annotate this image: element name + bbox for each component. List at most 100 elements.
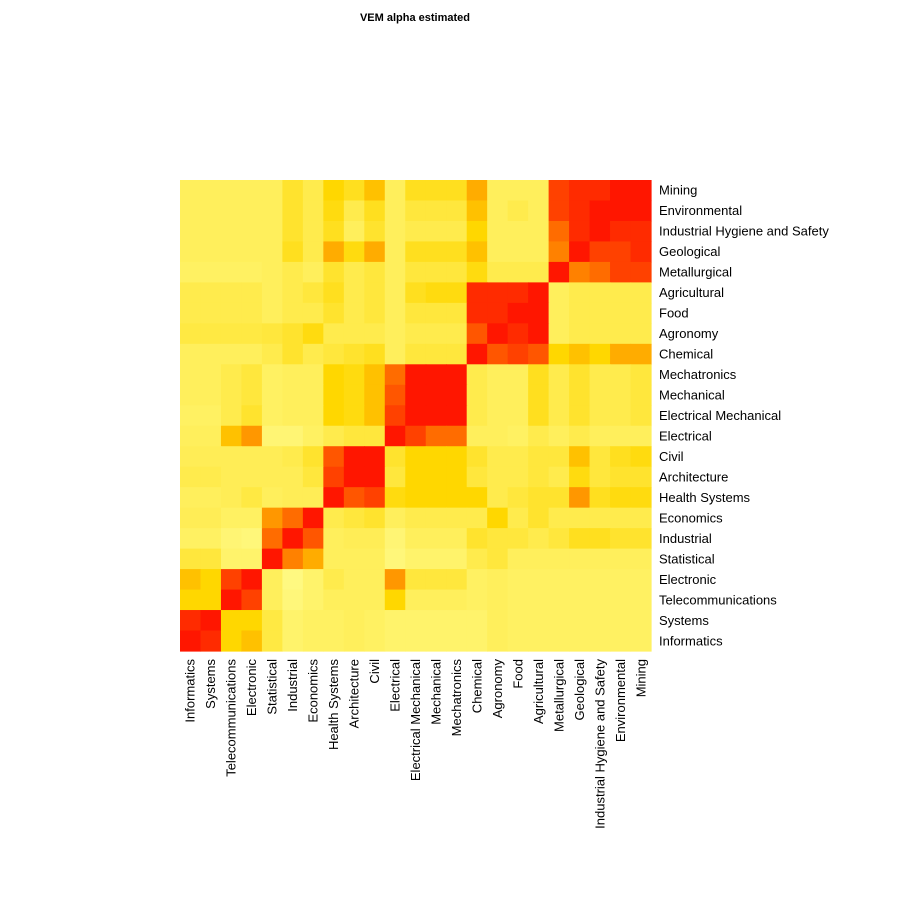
heatmap-cell	[466, 446, 488, 468]
heatmap-cell	[589, 220, 611, 243]
heatmap-cell	[302, 466, 324, 488]
heatmap-cell	[364, 569, 386, 591]
heatmap-cell	[487, 405, 509, 427]
heatmap-cell	[425, 487, 447, 509]
heatmap-cell	[528, 425, 550, 447]
y-tick-label: Industrial Hygiene and Safety	[659, 224, 829, 239]
heatmap-cell	[200, 548, 222, 570]
heatmap-cell	[364, 610, 386, 632]
heatmap-cell	[282, 487, 304, 509]
heatmap-cell	[630, 180, 652, 202]
heatmap-cell	[446, 261, 468, 283]
heatmap-cell	[323, 548, 345, 570]
heatmap-cell	[200, 343, 222, 365]
heatmap-cell	[548, 200, 570, 222]
heatmap-cell	[180, 343, 202, 365]
heatmap-cell	[180, 323, 202, 345]
heatmap-cell	[200, 364, 222, 386]
heatmap-cell	[630, 589, 652, 611]
heatmap-cell	[323, 241, 345, 263]
heatmap-cell	[487, 446, 509, 468]
heatmap-cell	[180, 446, 202, 468]
heatmap-cell	[261, 425, 283, 447]
heatmap-cell	[241, 364, 263, 386]
heatmap-cell	[548, 220, 570, 243]
heatmap-cell	[364, 261, 386, 283]
heatmap-cell	[343, 200, 365, 222]
heatmap-cell	[589, 446, 611, 468]
heatmap-cell	[220, 548, 243, 570]
heatmap-cell	[241, 261, 263, 283]
heatmap-cell	[323, 610, 345, 632]
heatmap-cell	[425, 302, 447, 324]
heatmap-cell	[405, 200, 427, 222]
heatmap-cell	[487, 200, 509, 222]
heatmap-cell	[261, 200, 283, 222]
heatmap-cell	[425, 343, 447, 365]
heatmap-cell	[487, 384, 509, 406]
heatmap-cell	[323, 487, 345, 509]
heatmap-cell	[241, 507, 263, 529]
heatmap-cell	[302, 282, 324, 304]
heatmap-cell	[220, 425, 243, 447]
heatmap-cell	[302, 610, 324, 632]
heatmap-cell	[425, 241, 447, 263]
heatmap-cell	[384, 405, 406, 427]
heatmap-cell	[364, 364, 386, 386]
y-tick-label: Statistical	[659, 551, 715, 566]
heatmap-cell	[487, 241, 509, 263]
heatmap-cell	[282, 323, 304, 345]
heatmap-cell	[405, 282, 427, 304]
heatmap-cell	[261, 466, 283, 488]
heatmap-cell	[569, 425, 591, 447]
heatmap-cell	[425, 548, 447, 570]
heatmap-cell	[343, 528, 365, 550]
heatmap-cell	[200, 405, 222, 427]
heatmap-cell	[446, 200, 468, 222]
heatmap-cell	[528, 630, 550, 652]
heatmap-cell	[241, 487, 263, 509]
heatmap-cell	[180, 180, 202, 202]
heatmap-cell	[343, 302, 365, 324]
heatmap-cell	[220, 384, 243, 406]
heatmap-cell	[405, 343, 427, 365]
heatmap-cell	[548, 610, 570, 632]
heatmap-cell	[589, 200, 611, 222]
x-tick-label: Metallurgical	[551, 659, 566, 732]
heatmap-cell	[630, 282, 652, 304]
heatmap-cell	[446, 487, 468, 509]
heatmap-cell	[507, 302, 529, 324]
heatmap-cell	[548, 425, 570, 447]
x-tick-label: Statistical	[265, 659, 280, 715]
x-tick-label: Environmental	[613, 659, 628, 742]
heatmap-cell	[384, 610, 406, 632]
heatmap-cell	[446, 507, 468, 529]
heatmap-cell	[384, 261, 406, 283]
heatmap-cell	[261, 487, 283, 509]
heatmap-cell	[589, 487, 611, 509]
heatmap-cell	[384, 241, 406, 263]
heatmap-cell	[487, 220, 509, 243]
heatmap-cell	[610, 528, 632, 550]
heatmap-cell	[507, 384, 529, 406]
heatmap-cell	[548, 569, 570, 591]
heatmap-cell	[569, 220, 591, 243]
heatmap-cell	[241, 548, 263, 570]
heatmap-cell	[528, 466, 550, 488]
heatmap-cell	[241, 630, 263, 652]
heatmap-cell	[405, 507, 427, 529]
heatmap-cell	[261, 589, 283, 611]
heatmap-cell	[405, 405, 427, 427]
heatmap-cell	[364, 630, 386, 652]
heatmap-cell	[405, 610, 427, 632]
heatmap-cell	[384, 548, 406, 570]
heatmap-cell	[425, 384, 447, 406]
y-tick-label: Systems	[659, 613, 709, 628]
heatmap-cell	[528, 405, 550, 427]
heatmap-cell	[507, 364, 529, 386]
heatmap-cell	[630, 364, 652, 386]
heatmap-cell	[528, 569, 550, 591]
heatmap-cell	[180, 282, 202, 304]
heatmap-cell	[384, 569, 406, 591]
heatmap-cell	[446, 220, 468, 243]
